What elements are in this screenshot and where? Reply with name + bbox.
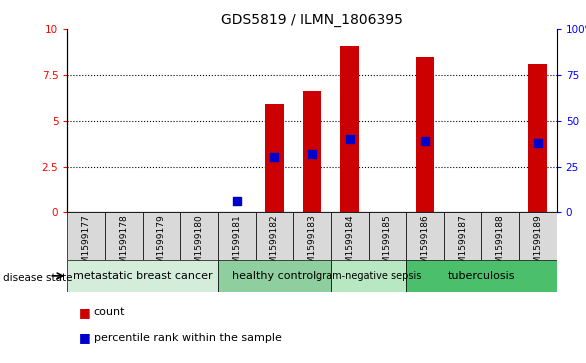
Bar	[302, 91, 322, 212]
Text: GSM1599183: GSM1599183	[308, 215, 316, 276]
Text: GSM1599188: GSM1599188	[496, 215, 505, 276]
Text: tuberculosis: tuberculosis	[448, 271, 515, 281]
Point	[307, 151, 316, 156]
Bar	[67, 212, 105, 260]
Bar	[218, 212, 255, 260]
Bar	[415, 57, 434, 212]
Bar	[293, 212, 331, 260]
Bar	[340, 45, 359, 212]
Bar	[105, 212, 142, 260]
Bar	[444, 212, 482, 260]
Bar	[519, 212, 557, 260]
Text: GSM1599179: GSM1599179	[157, 215, 166, 276]
Bar	[369, 212, 406, 260]
Point	[232, 199, 241, 204]
Bar	[331, 260, 406, 292]
Text: ■: ■	[79, 331, 91, 344]
Bar	[331, 212, 369, 260]
Point	[270, 155, 279, 160]
Text: GSM1599177: GSM1599177	[81, 215, 91, 276]
Bar	[142, 212, 180, 260]
Text: GSM1599187: GSM1599187	[458, 215, 467, 276]
Text: GSM1599184: GSM1599184	[345, 215, 354, 276]
Bar	[529, 64, 547, 212]
Bar	[218, 260, 331, 292]
Text: GSM1599178: GSM1599178	[120, 215, 128, 276]
Text: GSM1599185: GSM1599185	[383, 215, 392, 276]
Text: GSM1599180: GSM1599180	[195, 215, 203, 276]
Point	[345, 136, 355, 142]
Text: GSM1599182: GSM1599182	[270, 215, 279, 276]
Bar	[265, 104, 284, 212]
Text: GSM1599181: GSM1599181	[232, 215, 241, 276]
Text: count: count	[94, 307, 125, 317]
Text: GSM1599186: GSM1599186	[421, 215, 430, 276]
Bar	[406, 212, 444, 260]
Title: GDS5819 / ILMN_1806395: GDS5819 / ILMN_1806395	[221, 13, 403, 26]
Text: metastatic breast cancer: metastatic breast cancer	[73, 271, 213, 281]
Point	[533, 140, 543, 146]
Text: ■: ■	[79, 306, 91, 319]
Bar	[180, 212, 218, 260]
Bar	[67, 260, 218, 292]
Text: disease state: disease state	[3, 273, 73, 283]
Text: percentile rank within the sample: percentile rank within the sample	[94, 333, 282, 343]
Text: gram-negative sepsis: gram-negative sepsis	[316, 271, 421, 281]
Text: healthy control: healthy control	[232, 271, 316, 281]
Bar	[255, 212, 293, 260]
Text: GSM1599189: GSM1599189	[533, 215, 543, 276]
Point	[420, 138, 430, 144]
Bar	[482, 212, 519, 260]
Bar	[406, 260, 557, 292]
